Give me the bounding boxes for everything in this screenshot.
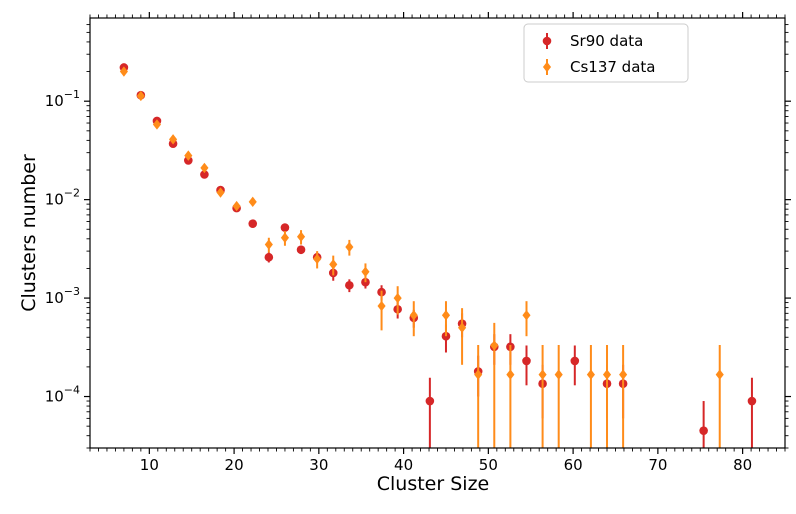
- data-point: [747, 396, 757, 406]
- data-point: [296, 245, 306, 255]
- y-tick-label: 10−3: [45, 285, 80, 307]
- data-point: [425, 396, 435, 406]
- data-point: [152, 119, 162, 130]
- data-point: [280, 223, 290, 232]
- data-point: [715, 369, 724, 380]
- data-point: [602, 369, 612, 380]
- data-point: [200, 170, 209, 179]
- x-tick-label: 70: [648, 456, 667, 474]
- plot-area: [119, 63, 757, 448]
- legend-marker: [542, 61, 552, 73]
- x-tick-label: 20: [225, 456, 244, 474]
- legend: Sr90 data Cs137 data: [523, 23, 689, 83]
- data-point: [169, 134, 178, 145]
- data-point: [119, 66, 128, 77]
- x-tick-label: 40: [394, 456, 413, 474]
- data-point: [345, 280, 354, 290]
- data-point: [313, 253, 322, 265]
- data-point: [216, 187, 225, 198]
- data-point: [200, 162, 209, 174]
- y-axis: 10−1 10−2 10−3 10−4: [45, 24, 791, 449]
- data-point: [232, 200, 241, 212]
- data-point: [506, 369, 515, 380]
- data-point: [248, 196, 257, 208]
- data-point: [458, 322, 467, 333]
- data-point: [377, 300, 386, 312]
- data-point: [538, 369, 547, 380]
- data-point: [264, 252, 274, 262]
- data-point: [361, 266, 370, 277]
- data-point: [264, 239, 273, 250]
- data-point: [474, 369, 483, 380]
- data-point: [345, 241, 354, 253]
- data-point: [586, 369, 595, 380]
- x-axis-label: Cluster Size: [377, 473, 489, 495]
- x-tick-label: 10: [140, 456, 159, 474]
- y-tick-label: 10−4: [45, 384, 80, 406]
- x-tick-label: 80: [733, 456, 752, 474]
- data-point: [136, 90, 145, 102]
- data-point: [522, 310, 531, 321]
- data-point: [248, 219, 258, 228]
- x-tick-label: 50: [479, 456, 498, 474]
- y-axis-label: Clusters number: [18, 154, 40, 312]
- data-point: [329, 259, 338, 270]
- data-point: [184, 150, 193, 161]
- data-point: [296, 231, 306, 242]
- data-point: [570, 356, 580, 366]
- data-point: [554, 369, 563, 380]
- x-axis: 10 20 30 40 50 60 70 80: [89, 12, 786, 474]
- data-point: [441, 310, 451, 321]
- data-point: [490, 340, 499, 351]
- data-point: [522, 356, 531, 366]
- data-point: [393, 292, 402, 304]
- data-point: [619, 369, 628, 380]
- x-tick-label: 30: [309, 456, 328, 474]
- series-cs137: [119, 66, 724, 448]
- data-point: [361, 277, 370, 287]
- data-point: [699, 426, 708, 435]
- legend-label: Cs137 data: [570, 58, 655, 76]
- x-tick-label: 60: [564, 456, 583, 474]
- y-tick-label: 10−1: [45, 88, 80, 110]
- legend-marker: [542, 36, 552, 46]
- data-point: [409, 310, 418, 321]
- legend-box: [523, 23, 689, 83]
- legend-label: Sr90 data: [570, 32, 643, 50]
- y-tick-label: 10−2: [45, 187, 80, 209]
- data-point: [280, 232, 289, 243]
